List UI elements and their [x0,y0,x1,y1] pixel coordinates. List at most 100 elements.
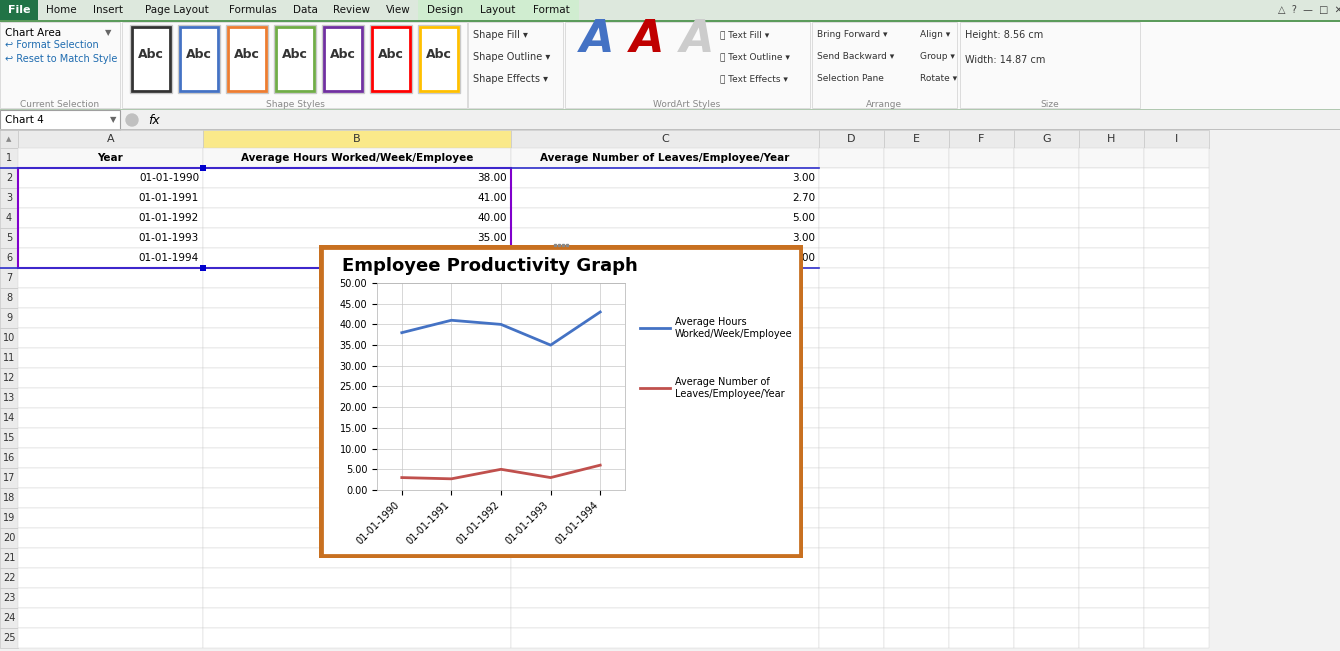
Bar [819,308,884,328]
Bar [17,348,202,368]
Bar [1014,428,1079,448]
Text: 01-01-1992: 01-01-1992 [139,213,200,223]
Text: 24: 24 [3,613,15,623]
Bar [1144,448,1209,468]
Bar [1144,568,1209,588]
Bar [511,468,819,488]
Bar [1014,288,1079,308]
Bar [17,568,202,588]
Bar [0,508,17,528]
Bar [17,428,202,448]
Bar [812,22,957,108]
Bar [819,488,884,508]
Text: 6: 6 [5,253,12,263]
Bar [276,27,314,91]
Bar [819,348,884,368]
Bar [884,568,949,588]
Bar [511,548,819,568]
Bar [1144,488,1209,508]
Bar [884,228,949,248]
Bar [1014,528,1079,548]
Bar [1079,628,1144,648]
Bar [202,548,511,568]
Bar [1079,448,1144,468]
Bar [324,27,362,91]
Bar [17,468,202,488]
Bar [884,308,949,328]
Bar [0,288,17,308]
Bar [0,408,17,428]
Bar [1014,188,1079,208]
Bar [226,25,268,93]
Bar [17,408,202,428]
Bar [819,268,884,288]
Bar [373,27,410,91]
Text: Average Hours Worked/Week/Employee: Average Hours Worked/Week/Employee [241,153,473,163]
Bar [1144,508,1209,528]
Text: 🔤 Text Effects ▾: 🔤 Text Effects ▾ [720,74,788,83]
Bar [511,130,819,148]
Bar [0,268,17,288]
Bar [17,308,202,328]
Bar [1014,468,1079,488]
Bar [1014,488,1079,508]
Bar [819,248,884,268]
Text: fx: fx [147,113,159,126]
Bar [1079,488,1144,508]
Bar [819,628,884,648]
Text: △  ?  —  □  ✕: △ ? — □ ✕ [1277,5,1340,15]
Bar [511,148,819,168]
Text: 2.70: 2.70 [792,193,815,203]
Bar [202,408,511,428]
Bar [1144,608,1209,628]
Bar [1014,130,1079,148]
Bar [1144,368,1209,388]
Text: Average Number of
Leaves/Employee/Year: Average Number of Leaves/Employee/Year [675,377,785,399]
Bar [884,608,949,628]
Bar [884,588,949,608]
Bar [1079,348,1144,368]
Bar [1079,408,1144,428]
Text: Layout: Layout [480,5,516,15]
Bar [949,228,1014,248]
Bar [202,130,511,148]
Text: Send Backward ▾: Send Backward ▾ [817,52,894,61]
Bar [1014,168,1079,188]
Text: Chart 4: Chart 4 [5,115,44,125]
Bar [0,248,17,268]
Text: 9: 9 [5,313,12,323]
Bar [1079,208,1144,228]
Bar [511,268,819,288]
Bar [511,188,819,208]
Bar [1079,528,1144,548]
Text: 11: 11 [3,353,15,363]
Text: A: A [630,18,665,61]
Bar [0,22,121,108]
Bar [884,268,949,288]
Bar [949,388,1014,408]
Bar [17,168,202,188]
Bar [1144,528,1209,548]
Bar [418,0,473,20]
Text: I: I [1175,134,1178,144]
Bar [202,268,511,288]
Bar [884,468,949,488]
Text: G: G [1043,134,1051,144]
Text: 21: 21 [3,553,15,563]
Bar [949,348,1014,368]
Bar [949,488,1014,508]
Text: B: B [354,134,360,144]
Bar [202,208,511,228]
Text: 01-01-1994: 01-01-1994 [139,253,200,263]
Text: ↩ Format Selection: ↩ Format Selection [5,40,99,50]
Bar [511,428,819,448]
Text: 2: 2 [5,173,12,183]
Bar [884,288,949,308]
Bar [1079,588,1144,608]
Bar [17,608,202,628]
Bar [949,528,1014,548]
Text: Year: Year [98,153,123,163]
Text: 4: 4 [5,213,12,223]
Text: Rotate ▾: Rotate ▾ [921,74,957,83]
Bar [819,568,884,588]
